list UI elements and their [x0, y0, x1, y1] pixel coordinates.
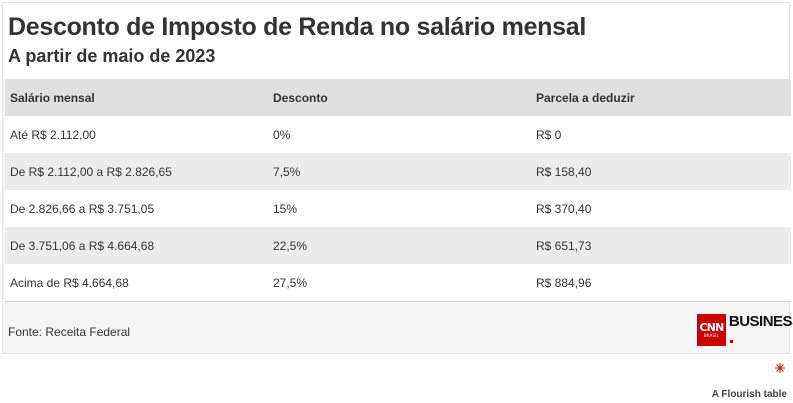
salary-cell: Até R$ 2.112,00 — [5, 116, 268, 153]
discount-cell: 0% — [268, 116, 531, 153]
discount-cell: 7,5% — [268, 153, 531, 190]
salary-cell: De R$ 2.112,00 a R$ 2.826,65 — [5, 153, 268, 190]
table-header: Desconto de Imposto de Renda no salário … — [3, 3, 789, 79]
deduction-cell: R$ 884,96 — [531, 264, 791, 302]
flourish-table-embed: Desconto de Imposto de Renda no salário … — [2, 2, 793, 355]
salary-cell: De 2.826,66 a R$ 3.751,05 — [5, 190, 268, 227]
column-header-discount[interactable]: Desconto — [268, 79, 531, 116]
page-subtitle: A partir de maio de 2023 — [8, 46, 216, 66]
logo-mark: CNN — [699, 321, 724, 334]
table-footer: Fonte: Receita Federal CNN BRASIL BUSINE… — [3, 301, 793, 355]
table-row: Acima de R$ 4.664,68 27,5% R$ 884,96 — [5, 264, 791, 302]
discount-cell: 22,5% — [268, 227, 531, 264]
discount-cell: 15% — [268, 190, 531, 227]
logo-wordmark: BUSINESS — [729, 313, 793, 347]
table-row: De 3.751,06 a R$ 4.664,68 22,5% R$ 651,7… — [5, 227, 791, 264]
tax-table: Salário mensal Desconto Parcela a deduzi… — [5, 79, 791, 302]
table-row: De 2.826,66 a R$ 3.751,05 15% R$ 370,40 — [5, 190, 791, 227]
table-row: De R$ 2.112,00 a R$ 2.826,65 7,5% R$ 158… — [5, 153, 791, 190]
flourish-credit-link[interactable]: A Flourish table — [711, 389, 787, 400]
column-header-deduction[interactable]: Parcela a deduzir — [531, 79, 791, 116]
salary-cell: Acima de R$ 4.664,68 — [5, 264, 268, 302]
salary-cell: De 3.751,06 a R$ 4.664,68 — [5, 227, 268, 264]
logo-dot-icon — [729, 340, 733, 343]
deduction-cell: R$ 370,40 — [531, 190, 791, 227]
deduction-cell: R$ 158,40 — [531, 153, 791, 190]
table-header-row: Salário mensal Desconto Parcela a deduzi… — [5, 79, 791, 116]
cnn-logo-icon: CNN BRASIL — [697, 314, 726, 346]
logo-mark-sub: BRASIL — [703, 333, 720, 338]
source-note: Fonte: Receita Federal — [8, 325, 131, 339]
deduction-cell: R$ 0 — [531, 116, 791, 153]
page-title: Desconto de Imposto de Renda no salário … — [8, 13, 586, 41]
cnn-business-logo: CNN BRASIL BUSINESS — [697, 313, 793, 347]
column-header-salary[interactable]: Salário mensal — [5, 79, 268, 116]
deduction-cell: R$ 651,73 — [531, 227, 791, 264]
flourish-logo-icon[interactable] — [775, 363, 785, 373]
table-row: Até R$ 2.112,00 0% R$ 0 — [5, 116, 791, 153]
discount-cell: 27,5% — [268, 264, 531, 302]
logo-wordmark-text: BUSINESS — [728, 313, 793, 330]
